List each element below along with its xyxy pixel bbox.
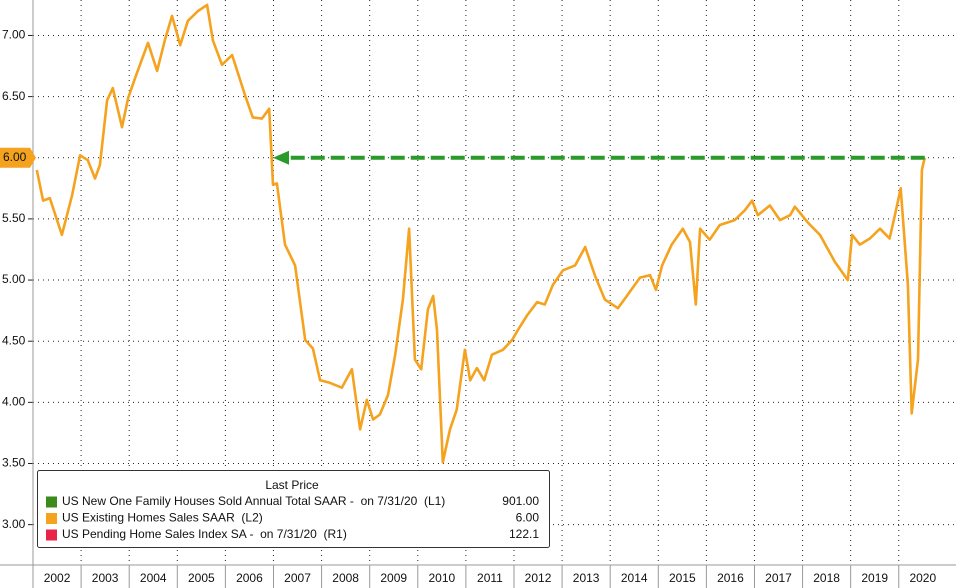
x-tick-label: 2008 (332, 571, 359, 585)
y-tick-label: 7.00 (2, 28, 26, 42)
x-tick-label: 2009 (380, 571, 407, 585)
legend-label: US Existing Homes Sales SAAR (L2) (62, 511, 263, 525)
legend-value: 122.1 (509, 527, 539, 541)
legend-swatch (46, 513, 57, 524)
arrow-head (273, 150, 290, 165)
legend-label: US New One Family Houses Sold Annual Tot… (62, 494, 445, 508)
x-tick-label: 2019 (861, 571, 888, 585)
x-tick-label: 2002 (44, 571, 71, 585)
x-tick-label: 2006 (236, 571, 263, 585)
x-tick-label: 2020 (909, 571, 936, 585)
legend: Last Price US New One Family Houses Sold … (37, 470, 550, 548)
x-tick-label: 2007 (284, 571, 311, 585)
legend-title: Last Price (265, 478, 319, 492)
legend-label: US Pending Home Sales Index SA - on 7/31… (62, 527, 347, 541)
y-tick-label: 4.50 (2, 333, 26, 347)
last-price-tag (0, 147, 36, 168)
x-tick-label: 2004 (140, 571, 167, 585)
legend-box (37, 470, 550, 548)
legend-swatch (46, 529, 57, 541)
y-tick-label: 3.50 (2, 456, 26, 470)
x-tick-label: 2017 (765, 571, 792, 585)
x-tick-label: 2003 (92, 571, 119, 585)
x-tick-label: 2012 (525, 571, 552, 585)
legend-value: 901.00 (502, 494, 539, 508)
y-tick-label: 3.00 (2, 517, 26, 531)
x-tick-label: 2018 (813, 571, 840, 585)
x-tick-label: 2010 (428, 571, 455, 585)
legend-value: 6.00 (516, 511, 540, 525)
x-tick-label: 2011 (477, 571, 503, 585)
y-tick-label: 5.00 (2, 272, 26, 286)
last-price-label: 6.00 (3, 150, 27, 164)
x-tick-label: 2014 (621, 571, 648, 585)
data-line (35, 3, 926, 464)
x-tick-label: 2005 (188, 571, 215, 585)
y-tick-label: 4.00 (2, 395, 26, 409)
x-tick-label: 2013 (573, 571, 600, 585)
x-tick-label: 2015 (669, 571, 696, 585)
y-tick-label: 5.50 (2, 211, 26, 225)
legend-swatch (46, 496, 57, 508)
y-tick-label: 6.50 (2, 89, 26, 103)
x-tick-label: 2016 (717, 571, 744, 585)
